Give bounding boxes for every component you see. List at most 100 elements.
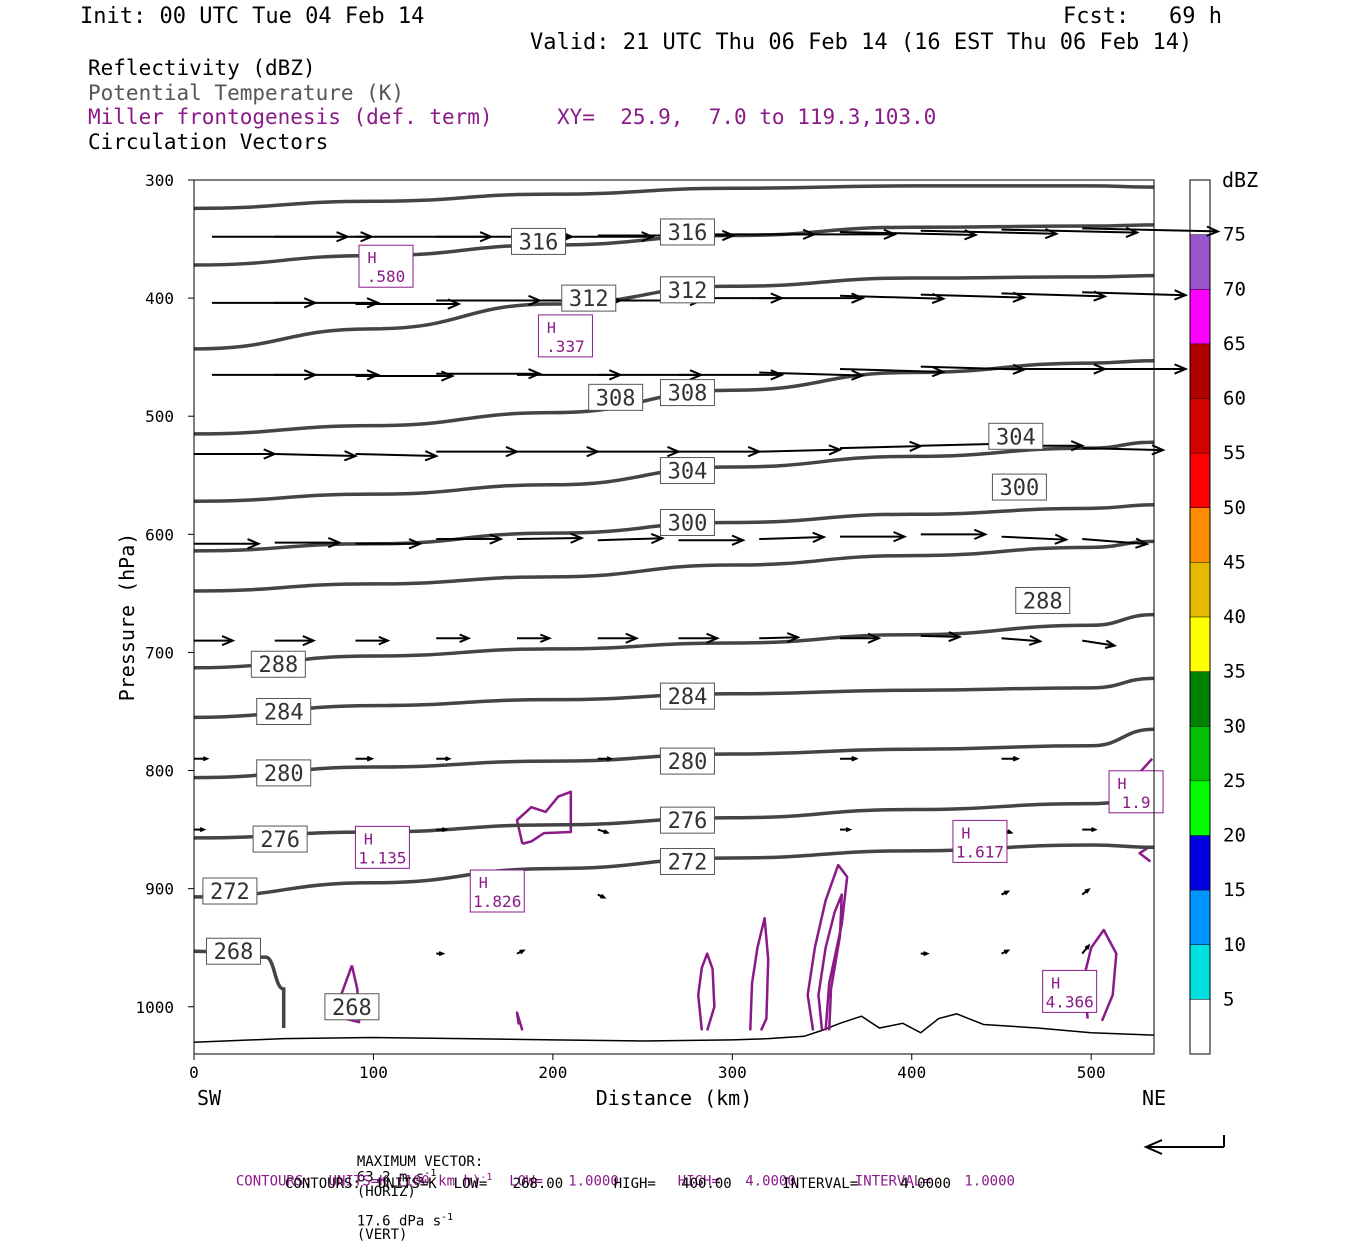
vector-head	[1174, 289, 1189, 301]
vector-shaft	[759, 371, 863, 377]
vector-head	[424, 450, 439, 462]
fronto-max-label: H.580	[358, 244, 414, 288]
circulation-vector	[194, 635, 236, 647]
theta-label: 276	[252, 825, 308, 853]
theta-label: 272	[659, 847, 715, 875]
fronto-max-value: 1.617	[956, 842, 1004, 861]
vector-head	[378, 635, 391, 646]
colorbar-swatch	[1190, 562, 1210, 617]
vector-head	[1174, 363, 1189, 375]
vector-head	[1003, 890, 1011, 896]
theta-label: 268	[205, 937, 261, 965]
vector-head	[247, 538, 262, 550]
reference-vector-arrow	[1143, 1135, 1225, 1155]
circulation-vector	[759, 531, 827, 543]
fronto-max-h: H	[364, 830, 373, 848]
vector-head	[438, 951, 446, 957]
circulation-vector	[1082, 363, 1189, 375]
theta-label-text: 288	[1023, 589, 1063, 614]
y-tick-label: 500	[145, 407, 174, 426]
colorbar-label: 60	[1223, 388, 1246, 410]
theta-label-text: 304	[668, 460, 708, 485]
vector-head	[606, 756, 614, 762]
theta-label-text: 312	[569, 287, 609, 312]
legend-frontogenesis: Miller frontogenesis (def. term)	[88, 105, 493, 129]
colorbar-swatch	[1190, 507, 1210, 563]
circulation-vector	[759, 444, 843, 456]
fronto-max-label: H1.826	[469, 869, 525, 913]
theta-label: 288	[250, 650, 306, 678]
theta-label-box	[659, 806, 715, 834]
circulation-vector	[1082, 827, 1098, 833]
theta-label-text: 300	[668, 512, 708, 537]
theta-label: 308	[588, 383, 644, 411]
theta-label: 288	[1015, 586, 1071, 614]
theta-label: 300	[991, 473, 1047, 501]
y-tick-label: 700	[145, 643, 174, 662]
theta-label-box	[561, 284, 617, 312]
colorbar-label: 5	[1223, 988, 1234, 1010]
init-time: Init: 00 UTC Tue 04 Feb 14	[80, 4, 425, 29]
vector-shaft	[1001, 228, 1138, 234]
vector-head	[302, 635, 317, 647]
vector-shaft	[920, 229, 1057, 235]
colorbar-label: 70	[1223, 278, 1246, 300]
vector-head	[1007, 829, 1014, 834]
max-vector-horiz: 63.2 m s	[356, 1169, 425, 1186]
circulation-vector	[597, 828, 610, 834]
axes-layer: 300 400 500 600 700 800 900 1000 0 100 200 300 400 50…	[135, 171, 1105, 1082]
valid-time: Valid: 21 UTC Thu 06 Feb 14 (16 EST Thu …	[530, 30, 1193, 55]
vector-shaft	[274, 453, 356, 458]
vector-head	[1084, 943, 1091, 950]
circulation-vector	[1081, 943, 1091, 955]
vector-head	[1012, 755, 1021, 762]
fronto-max-label: H4.366	[1042, 969, 1098, 1013]
circulation-vector	[759, 632, 801, 643]
circulation-vector	[597, 756, 614, 762]
colorbar-label: 30	[1223, 715, 1246, 737]
circulation-vector	[194, 448, 278, 460]
circulation-vector	[274, 297, 381, 309]
colorbar-swatch	[1190, 343, 1210, 399]
vector-head	[786, 632, 801, 643]
plot-frame	[193, 179, 1155, 1055]
circulation-vector	[597, 632, 640, 644]
vector-shaft	[355, 453, 437, 458]
theta-label: 312	[561, 284, 617, 312]
vector-head	[867, 632, 882, 644]
fronto-max-value: 1.826	[473, 892, 521, 911]
vector-head	[489, 533, 504, 545]
vector-shaft	[1082, 291, 1186, 297]
circulation-vector	[436, 951, 446, 957]
theta-label: 284	[659, 682, 715, 710]
circulation-vector	[759, 292, 866, 304]
vector-head	[731, 534, 746, 546]
theta-label-text: 284	[668, 685, 708, 710]
vector-shaft	[1082, 227, 1218, 233]
theta-contour	[193, 612, 1155, 670]
fronto-max-h: H	[1051, 974, 1060, 992]
vector-head	[199, 827, 207, 833]
circulation-vector	[436, 446, 520, 458]
vector-shaft	[1082, 639, 1115, 647]
vector-shaft	[839, 445, 921, 450]
fronto-max-box	[358, 244, 414, 288]
vector-shaft	[1001, 637, 1041, 643]
colorbar-label: 25	[1223, 770, 1246, 792]
theta-label: 284	[256, 697, 312, 725]
legend-potential-temperature: Potential Temperature (K)	[88, 81, 405, 105]
vector-head	[923, 951, 930, 957]
fronto-max-box	[354, 825, 410, 869]
footer-fronto-contours: CONTOURS: UNITS=K (100 km h)-1 LOW= 1.00…	[219, 1159, 1015, 1189]
theta-label-box	[659, 747, 715, 775]
vector-head	[893, 531, 908, 543]
theta-label: 304	[659, 457, 715, 485]
x-right-label: NE	[1142, 1086, 1166, 1110]
vector-head	[1003, 949, 1011, 955]
y-tick-label: 400	[145, 289, 174, 308]
vector-head	[1054, 533, 1069, 545]
vector-head	[528, 368, 543, 380]
theta-label-text: 308	[668, 382, 708, 407]
vector-head	[625, 632, 640, 644]
